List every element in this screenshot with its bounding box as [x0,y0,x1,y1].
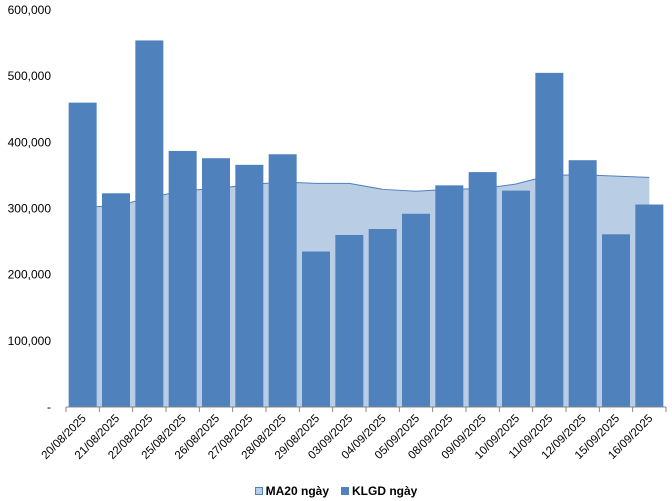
legend: MA20 ngày KLGD ngày [0,483,672,499]
axes [65,406,667,412]
bar-klgd-25/08/2025 [168,150,197,407]
klgd-bar-layer [68,40,664,407]
y-tick-labels: - 100,000 200,000 300,000 400,000 500,000 600,… [8,3,52,414]
bar-klgd-27/08/2025 [235,164,264,407]
bar-klgd-28/08/2025 [268,154,297,407]
bar-klgd-20/08/2025 [68,102,97,407]
x-tick-labels: 20/08/202521/08/202522/08/202525/08/2025… [40,413,656,462]
y-tick-label: 300,000 [8,202,52,216]
legend-item-klgd: KLGD ngày [341,484,417,498]
y-tick-label: 500,000 [8,69,52,83]
bar-klgd-03/09/2025 [335,234,364,407]
legend-swatch-klgd [341,487,349,495]
ma20-area [82,174,650,407]
legend-label-ma20: MA20 ngày [265,484,329,498]
bar-klgd-12/09/2025 [568,160,597,407]
y-tick-label: - [47,400,51,414]
y-tick-label: 400,000 [8,135,52,149]
bar-klgd-21/08/2025 [102,193,130,407]
bar-klgd-08/09/2025 [435,185,464,407]
y-tick-label: 600,000 [8,3,52,17]
legend-swatch-ma20 [254,487,263,495]
y-tick-label: 200,000 [8,268,52,282]
bar-klgd-04/09/2025 [368,229,397,407]
bar-klgd-10/09/2025 [502,190,530,407]
y-tick-label: 100,000 [8,334,52,348]
bar-klgd-29/08/2025 [302,251,330,407]
bar-klgd-11/09/2025 [535,72,564,407]
legend-item-ma20: MA20 ngày [254,484,329,498]
ma20-area-layer [82,174,650,407]
bar-klgd-05/09/2025 [402,213,430,407]
bar-klgd-15/09/2025 [602,234,630,407]
bar-klgd-09/09/2025 [468,172,497,407]
bar-klgd-26/08/2025 [202,158,230,407]
bar-klgd-16/09/2025 [635,204,664,407]
bar-klgd-22/08/2025 [135,40,164,407]
legend-label-klgd: KLGD ngày [352,484,418,498]
